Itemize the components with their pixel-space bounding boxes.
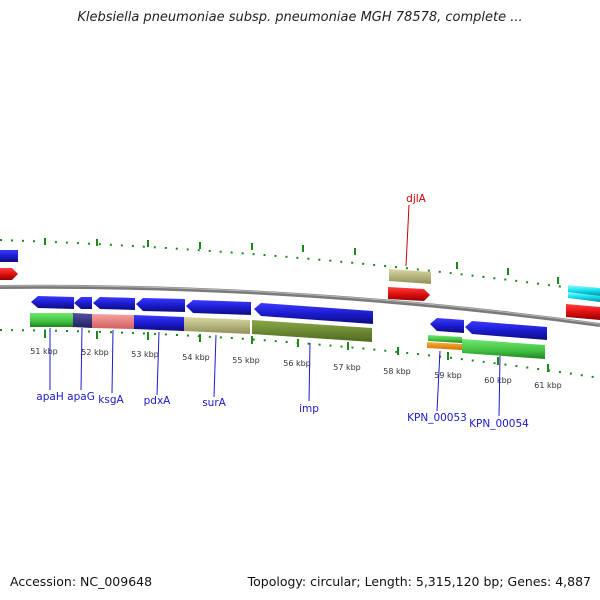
label-leaders — [49, 204, 501, 417]
cds-imp[interactable] — [254, 303, 373, 324]
genome-backbone — [0, 284, 600, 327]
gene-djlA-annotation[interactable] — [389, 269, 431, 284]
gene-label-apaG[interactable]: apaG — [67, 391, 95, 403]
scale-tick-label: 59 kbp — [434, 371, 462, 380]
band-ksgA[interactable] — [92, 314, 134, 329]
cds-KPN_00054[interactable] — [465, 321, 547, 340]
scale-tick-label: 56 kbp — [283, 359, 311, 368]
scale-labels: 51 kbp 52 kbp 53 kbp 54 kbp 55 kbp 56 kb… — [30, 347, 562, 390]
forward-features — [0, 250, 600, 320]
band-KPN_00053-orange[interactable] — [427, 342, 462, 350]
band-apaG[interactable] — [73, 313, 92, 328]
gene-label-KPN_00053[interactable]: KPN_00053 — [407, 412, 467, 424]
scale-tick-label: 57 kbp — [333, 363, 361, 372]
scale-tick-label: 55 kbp — [232, 356, 260, 365]
band-KPN_00054[interactable] — [462, 339, 545, 359]
accession-label: Accession: NC_009648 — [10, 574, 153, 589]
page-title: Klebsiella pneumoniae subsp. pneumoniae … — [77, 10, 523, 25]
scale-tick-label: 53 kbp — [131, 350, 159, 359]
band-imp[interactable] — [252, 320, 372, 342]
gene-label-pdxA[interactable]: pdxA — [144, 395, 172, 407]
band-surA[interactable] — [184, 317, 250, 334]
band-apaH[interactable] — [30, 313, 73, 327]
cds-right-edge-red[interactable] — [566, 304, 600, 320]
band-pdxA[interactable] — [134, 315, 184, 331]
scale-tick-label: 61 kbp — [534, 381, 562, 390]
cds-surA[interactable] — [186, 300, 251, 315]
genome-backbone-highlight — [0, 285, 600, 325]
cds-pdxA[interactable] — [136, 298, 185, 312]
forward-major-ticks — [44, 238, 559, 284]
scale-tick-label: 52 kbp — [81, 348, 109, 357]
band-KPN_00053-green[interactable] — [428, 335, 462, 343]
scale-tick-label: 51 kbp — [30, 347, 58, 356]
gene-label-ksgA[interactable]: ksgA — [98, 394, 124, 406]
reverse-tick-row — [0, 329, 600, 379]
cds-apaH[interactable] — [31, 296, 74, 309]
gene-label-apaH[interactable]: apaH — [36, 391, 63, 403]
cds-forward-left-edge[interactable] — [0, 250, 18, 262]
reverse-cds — [31, 296, 547, 340]
gene-label-surA[interactable]: surA — [202, 397, 226, 409]
scale-tick-label: 58 kbp — [383, 367, 411, 376]
cds-djlA[interactable] — [388, 287, 430, 301]
cds-apaG[interactable] — [74, 297, 92, 309]
gene-label-KPN_00054[interactable]: KPN_00054 — [469, 418, 529, 430]
cds-KPN_00053[interactable] — [430, 318, 464, 333]
forward-tick-row — [0, 239, 600, 293]
scale-tick-label: 54 kbp — [182, 353, 210, 362]
cds-ksgA[interactable] — [93, 297, 135, 310]
cds-forward-left-edge-red[interactable] — [0, 268, 18, 280]
scale-tick-label: 60 kbp — [484, 376, 512, 385]
gene-label-imp[interactable]: imp — [299, 403, 319, 415]
gene-label-djlA[interactable]: djlA — [406, 193, 426, 205]
gene-labels: djlA apaH apaG ksgA pdxA surA imp KPN_00… — [36, 193, 529, 430]
cds-right-edge-cyan[interactable] — [568, 292, 600, 302]
reverse-annotations — [30, 313, 545, 359]
reverse-major-ticks — [44, 330, 549, 372]
genome-stats-label: Topology: circular; Length: 5,315,120 bp… — [247, 574, 591, 589]
